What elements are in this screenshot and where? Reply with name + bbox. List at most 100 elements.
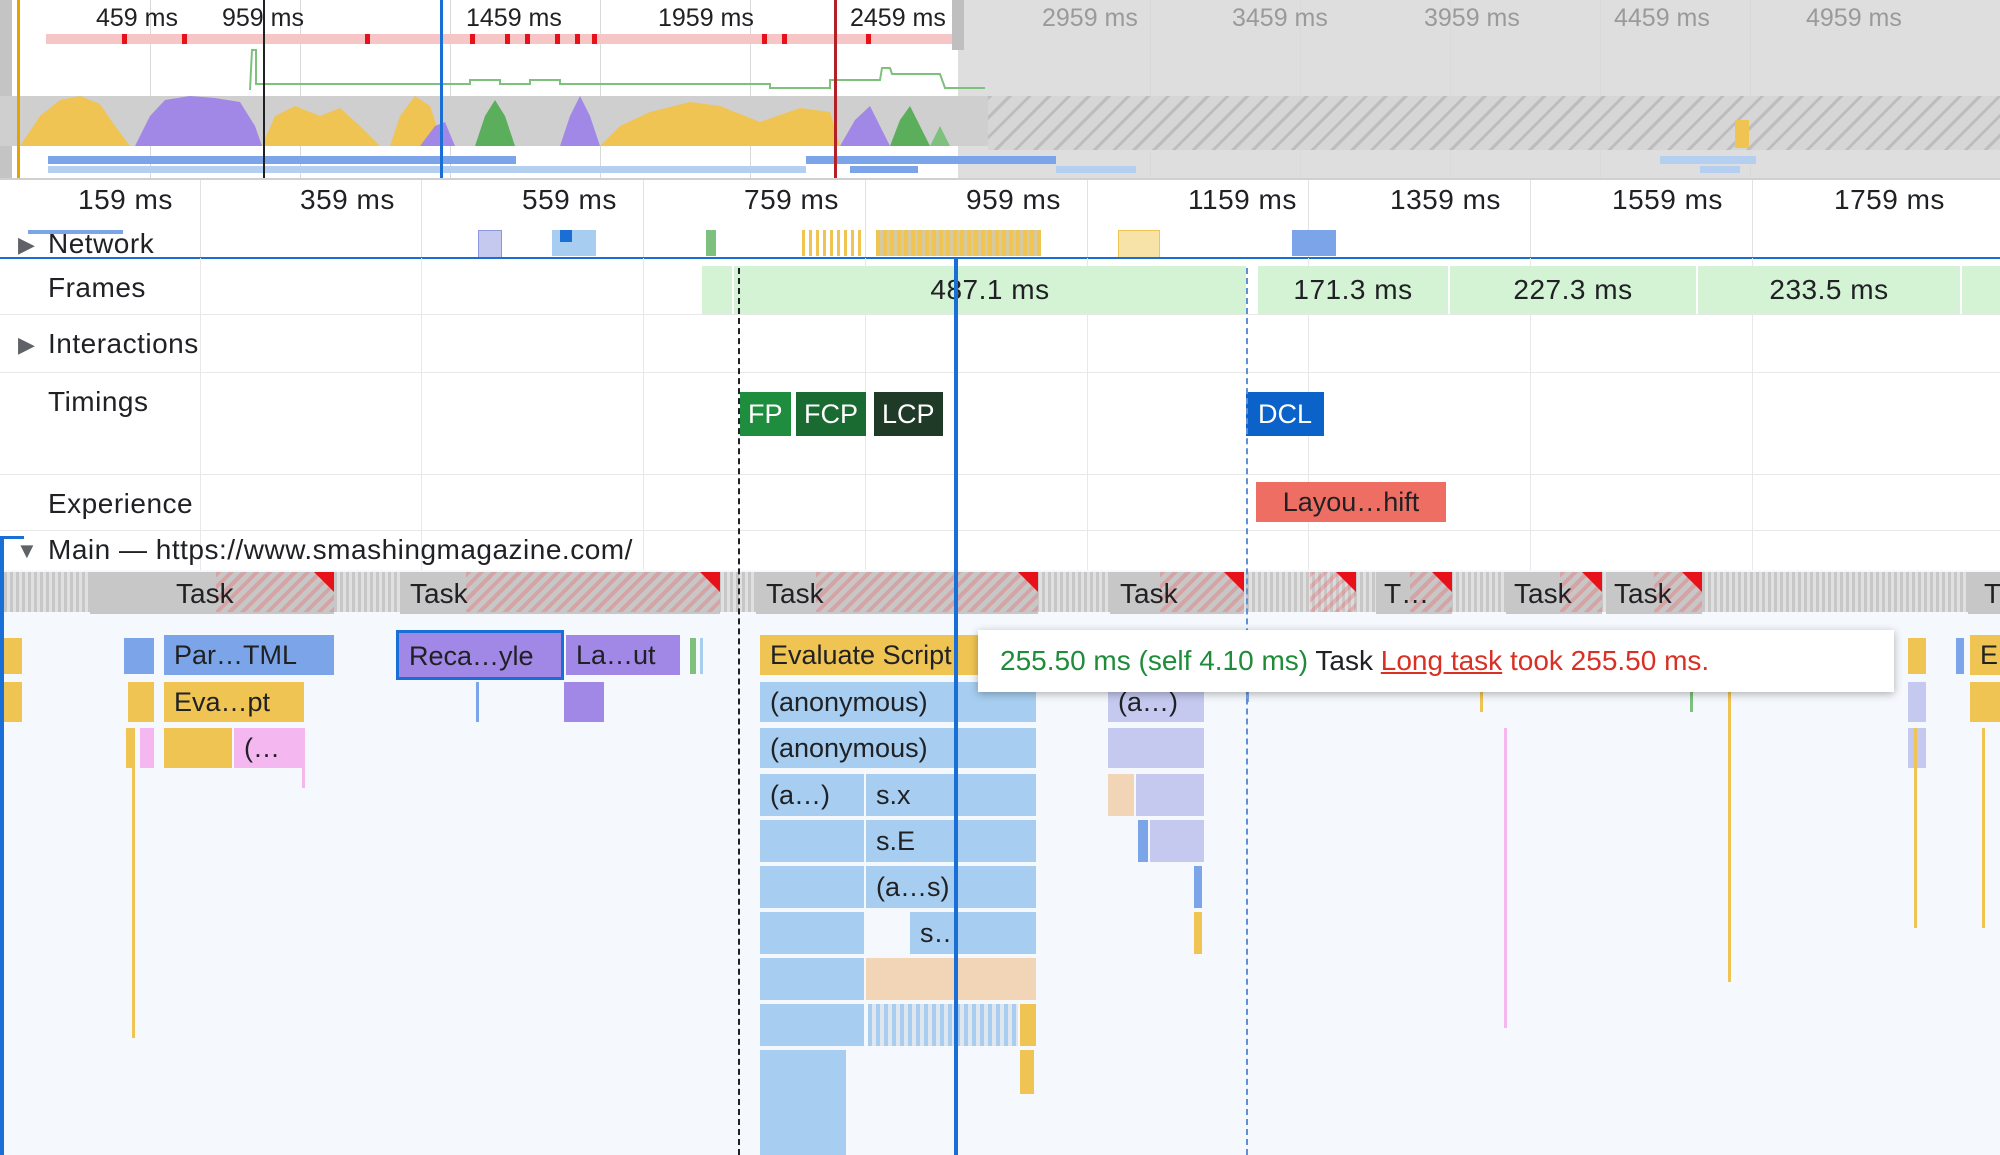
flame-block[interactable] — [1136, 774, 1204, 816]
track-main-header: ▼ Main — https://www.smashingmagazine.co… — [0, 530, 2000, 570]
flame-block[interactable] — [760, 958, 864, 1000]
overview-grid — [750, 0, 751, 178]
timing-dcl-marker[interactable]: DCL — [1246, 392, 1325, 436]
evaluate-script-block[interactable]: Eva…pt — [164, 682, 304, 722]
function-block[interactable]: s.x — [866, 774, 1036, 816]
playhead-cursor[interactable] — [954, 258, 958, 1155]
task-block[interactable] — [1968, 572, 2000, 614]
flame-block[interactable] — [128, 682, 154, 722]
track-interactions-label[interactable]: Interactions — [48, 328, 199, 359]
network-bar — [28, 230, 123, 234]
flame-block[interactable] — [1108, 728, 1204, 768]
parse-html-block[interactable]: Par…TML — [164, 635, 334, 675]
network-request[interactable] — [1118, 230, 1160, 258]
task-block-selected[interactable] — [756, 572, 1038, 614]
network-request[interactable] — [560, 230, 572, 242]
flame-block[interactable] — [1020, 1050, 1034, 1094]
frame-block[interactable] — [702, 266, 734, 314]
tooltip-long-task-link[interactable]: Long task — [1380, 645, 1503, 676]
timing-fcp-marker[interactable]: FCP — [796, 392, 866, 436]
anonymous-function-block[interactable]: (a…) — [760, 774, 864, 816]
timing-fp-marker[interactable]: FP — [740, 392, 791, 436]
function-block[interactable]: s.E — [866, 820, 1036, 862]
task-label: Task — [410, 578, 468, 609]
flame-block[interactable] — [868, 1004, 1018, 1046]
flame-block[interactable] — [164, 728, 232, 768]
track-experience-label[interactable]: Experience — [48, 488, 194, 519]
frame-block[interactable]: 487.1 ms — [734, 266, 1248, 314]
flame-block[interactable] — [4, 682, 22, 722]
flame-block[interactable] — [140, 728, 154, 768]
flame-block[interactable] — [760, 1004, 864, 1046]
anonymous-function-block[interactable]: (anonymous) — [760, 728, 1036, 768]
ruler-grid — [1752, 180, 1753, 262]
track-timings-label[interactable]: Timings — [48, 386, 149, 417]
network-request[interactable] — [552, 230, 596, 256]
track-frames-label[interactable]: Frames — [48, 272, 146, 303]
flame-block[interactable] — [1956, 638, 1964, 674]
frame-block[interactable]: 227.3 ms — [1450, 266, 1698, 314]
network-request[interactable] — [876, 230, 1041, 256]
flame-sliver — [1914, 728, 1917, 928]
timeline-overview[interactable]: 459 ms 959 ms 1459 ms 1959 ms 2459 ms 29… — [0, 0, 2000, 178]
task-label: Task — [1614, 578, 1672, 609]
flame-block[interactable] — [1194, 866, 1202, 908]
overview-grid — [1150, 0, 1151, 178]
task-block[interactable] — [1110, 572, 1244, 614]
frame-block[interactable] — [1962, 266, 2000, 314]
network-request[interactable] — [478, 230, 502, 258]
flame-block[interactable] — [760, 866, 864, 908]
network-request[interactable] — [1292, 230, 1336, 256]
flame-block[interactable] — [1108, 774, 1134, 816]
flame-block[interactable] — [760, 912, 864, 954]
flame-block[interactable]: E — [1970, 635, 2000, 675]
flame-sliver — [1690, 682, 1693, 712]
task-block[interactable] — [90, 572, 334, 614]
flame-block[interactable] — [760, 820, 864, 862]
task-block[interactable] — [400, 572, 720, 614]
frame-block[interactable]: 171.3 ms — [1258, 266, 1450, 314]
flame-block[interactable] — [1970, 682, 2000, 722]
track-main-label[interactable]: Main — https://www.smashingmagazine.com/ — [48, 534, 633, 565]
timing-lcp-marker[interactable]: LCP — [874, 392, 943, 436]
function-block[interactable]: s… — [910, 912, 1036, 954]
ruler-time-label: 159 ms — [78, 184, 173, 215]
time-ruler[interactable]: 159 ms 359 ms 559 ms 759 ms 959 ms 1159 … — [0, 178, 2000, 262]
frame-block[interactable]: 233.5 ms — [1698, 266, 1962, 314]
overview-network-bar — [1700, 166, 1740, 173]
evaluate-script-block[interactable]: Evaluate Script — [760, 635, 1000, 675]
flame-block[interactable] — [126, 728, 134, 768]
layout-shift-block[interactable]: Layou…hift — [1256, 482, 1446, 522]
tracks-panel[interactable]: Frames 487.1 ms 171.3 ms 227.3 ms 233.5 … — [0, 258, 2000, 1155]
flame-block[interactable] — [760, 1050, 846, 1155]
flame-block[interactable] — [1908, 682, 1926, 722]
flame-block[interactable] — [690, 638, 696, 674]
overview-network-bar — [1056, 166, 1136, 173]
interactions-expand-icon[interactable]: ▶ — [18, 332, 35, 357]
flame-block[interactable] — [4, 638, 22, 674]
network-request[interactable] — [802, 230, 862, 256]
flame-block[interactable]: (… — [234, 728, 304, 768]
long-task-warning-icon — [1432, 572, 1452, 592]
flame-block[interactable] — [866, 958, 1036, 1000]
function-block[interactable]: (a…s) — [866, 866, 1036, 908]
main-collapse-icon[interactable]: ▼ — [16, 538, 38, 563]
long-task-marker — [555, 34, 560, 44]
flame-sliver — [1982, 728, 1985, 928]
flame-block[interactable] — [1194, 912, 1202, 954]
flame-block[interactable] — [1150, 820, 1204, 862]
overview-right-handle[interactable] — [952, 0, 964, 50]
long-task-warning-icon — [1582, 572, 1602, 592]
flame-block[interactable] — [124, 638, 154, 674]
flame-block[interactable] — [1908, 728, 1926, 768]
flame-block[interactable] — [564, 682, 604, 722]
network-expand-icon[interactable]: ▶ — [18, 232, 35, 257]
flame-block[interactable] — [1908, 638, 1926, 674]
recalculate-style-block[interactable]: Reca…yle — [396, 630, 564, 680]
flame-block[interactable] — [1020, 1004, 1036, 1046]
network-request[interactable] — [706, 230, 716, 256]
flame-block[interactable] — [1138, 820, 1148, 862]
layout-block[interactable]: La…ut — [566, 635, 680, 675]
ruler-time-label: 1759 ms — [1834, 184, 1945, 215]
overview-marker-line — [834, 0, 837, 178]
